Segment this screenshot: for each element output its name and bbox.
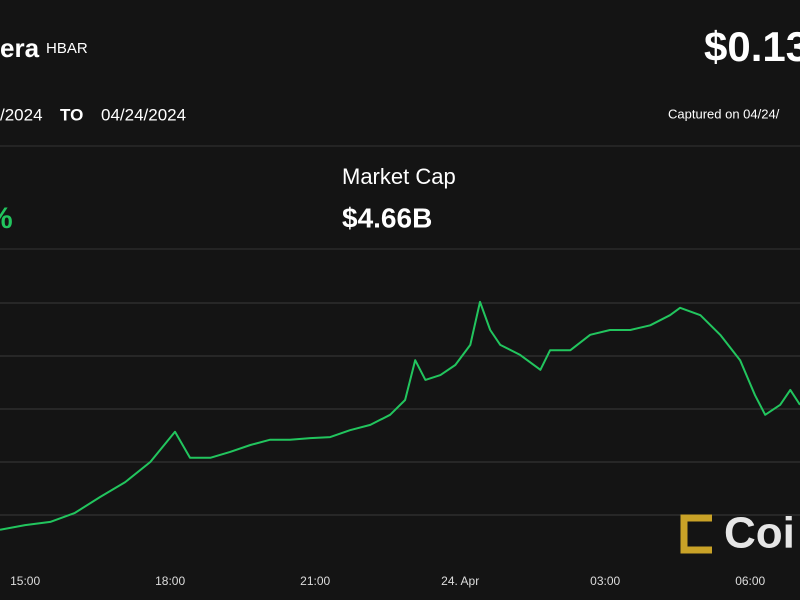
x-tick-label: 15:00 — [10, 574, 40, 588]
asset-symbol: HBAR — [46, 40, 88, 57]
market-cap-label: Market Cap — [342, 164, 456, 189]
price-line — [0, 300, 800, 531]
logo-icon — [680, 514, 712, 554]
x-tick-label: 24. Apr — [441, 574, 479, 588]
x-tick-label: 21:00 — [300, 574, 330, 588]
change: % — [0, 202, 13, 235]
date-to: 04/24/2024 — [101, 105, 186, 124]
x-tick-label: 06:00 — [735, 574, 765, 588]
market-cap: $4.66B — [342, 202, 432, 233]
price: $0.13 — [704, 23, 800, 70]
captured: Captured on 04/24/ — [668, 106, 780, 121]
logo: Coi — [724, 509, 795, 558]
x-tick-label: 03:00 — [590, 574, 620, 588]
asset-name: era — [0, 33, 40, 63]
to-label: TO — [60, 105, 83, 124]
x-tick-label: 18:00 — [155, 574, 185, 588]
date-from: /2024 — [0, 105, 43, 124]
